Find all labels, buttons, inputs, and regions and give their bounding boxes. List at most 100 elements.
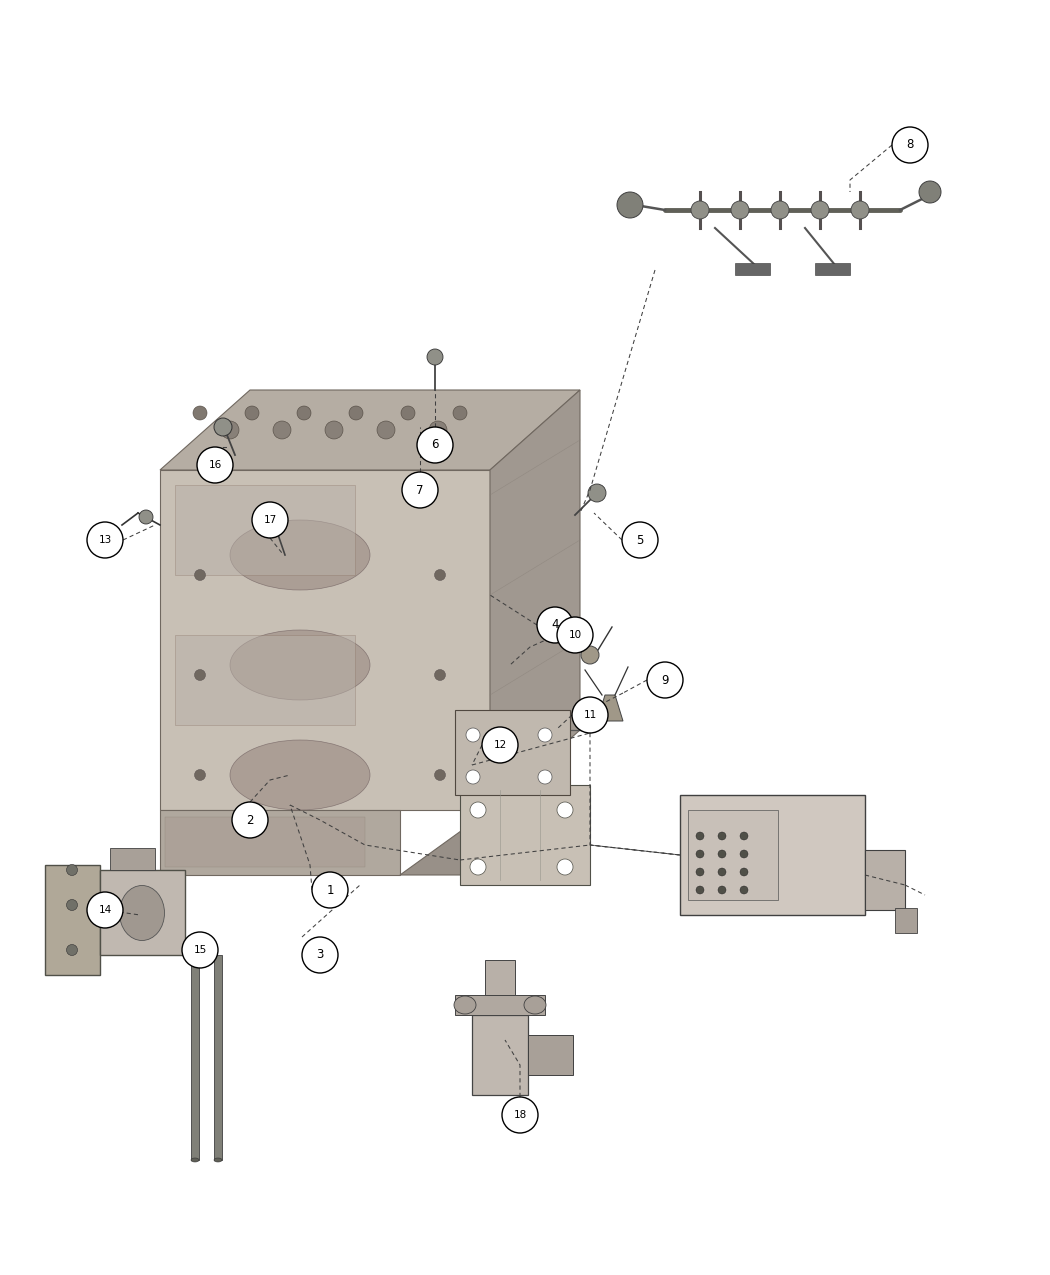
Circle shape [556, 859, 573, 875]
Circle shape [740, 833, 748, 840]
Circle shape [435, 669, 445, 681]
Circle shape [556, 802, 573, 819]
Circle shape [470, 802, 486, 819]
Circle shape [740, 868, 748, 876]
Bar [455, 994, 545, 1015]
Circle shape [435, 770, 445, 780]
Ellipse shape [214, 1158, 222, 1162]
Circle shape [220, 421, 239, 439]
Circle shape [377, 421, 395, 439]
Bar [735, 263, 770, 275]
Circle shape [197, 448, 233, 483]
Polygon shape [597, 695, 623, 720]
Circle shape [731, 201, 749, 219]
Circle shape [245, 405, 259, 419]
Circle shape [349, 405, 363, 419]
Text: 18: 18 [513, 1111, 527, 1119]
Bar [191, 955, 200, 1160]
Text: 4: 4 [551, 618, 559, 631]
Circle shape [588, 484, 606, 502]
Bar [460, 785, 590, 885]
Circle shape [572, 697, 608, 733]
Circle shape [718, 850, 726, 858]
Ellipse shape [524, 996, 546, 1014]
Text: 13: 13 [99, 536, 111, 544]
Circle shape [326, 421, 343, 439]
Circle shape [194, 570, 206, 580]
Circle shape [417, 427, 453, 463]
Ellipse shape [120, 886, 165, 941]
Circle shape [718, 886, 726, 894]
Circle shape [302, 937, 338, 973]
Circle shape [538, 728, 552, 742]
Circle shape [647, 662, 682, 697]
Circle shape [273, 421, 291, 439]
Circle shape [232, 802, 268, 838]
Text: 2: 2 [247, 813, 254, 826]
Bar [485, 960, 514, 995]
Circle shape [691, 201, 709, 219]
Circle shape [139, 510, 153, 524]
Circle shape [617, 193, 643, 218]
Text: 5: 5 [636, 533, 644, 547]
Circle shape [435, 570, 445, 580]
Polygon shape [160, 470, 490, 810]
Bar [895, 908, 917, 933]
Bar [455, 710, 570, 796]
Circle shape [66, 899, 78, 910]
Text: 9: 9 [662, 673, 669, 686]
Circle shape [538, 770, 552, 784]
Bar [175, 484, 355, 575]
Circle shape [182, 932, 218, 968]
Polygon shape [400, 810, 490, 875]
Ellipse shape [230, 520, 370, 590]
Text: 7: 7 [416, 483, 424, 496]
Circle shape [556, 617, 593, 653]
Circle shape [740, 850, 748, 858]
Bar [815, 263, 851, 275]
Circle shape [696, 868, 704, 876]
Text: 8: 8 [906, 139, 914, 152]
Circle shape [252, 502, 288, 538]
Ellipse shape [454, 996, 476, 1014]
Bar [165, 817, 365, 867]
Text: 12: 12 [494, 740, 506, 750]
Text: 11: 11 [584, 710, 596, 720]
Text: 1: 1 [327, 884, 334, 896]
Bar [110, 848, 155, 870]
Ellipse shape [230, 630, 370, 700]
Circle shape [297, 405, 311, 419]
Circle shape [402, 472, 438, 507]
Circle shape [696, 886, 704, 894]
Circle shape [892, 128, 928, 163]
Polygon shape [490, 390, 580, 810]
Polygon shape [160, 390, 580, 470]
Polygon shape [160, 810, 400, 875]
Circle shape [401, 405, 415, 419]
Circle shape [771, 201, 789, 219]
Circle shape [696, 850, 704, 858]
Circle shape [87, 892, 123, 928]
Circle shape [470, 859, 486, 875]
Bar [865, 850, 905, 910]
Circle shape [718, 868, 726, 876]
Circle shape [740, 886, 748, 894]
Bar [100, 870, 185, 955]
Text: 3: 3 [316, 949, 323, 961]
Ellipse shape [191, 1158, 200, 1162]
Text: 16: 16 [208, 460, 222, 470]
Text: 6: 6 [432, 439, 439, 451]
Circle shape [87, 521, 123, 558]
Bar [214, 955, 222, 1160]
Bar [688, 810, 778, 900]
Circle shape [718, 833, 726, 840]
Bar [175, 635, 355, 725]
Circle shape [850, 201, 869, 219]
Bar [680, 796, 865, 915]
Circle shape [811, 201, 830, 219]
Circle shape [466, 770, 480, 784]
Circle shape [312, 872, 348, 908]
Text: 10: 10 [568, 630, 582, 640]
Bar [528, 1035, 573, 1075]
Bar [45, 864, 100, 975]
